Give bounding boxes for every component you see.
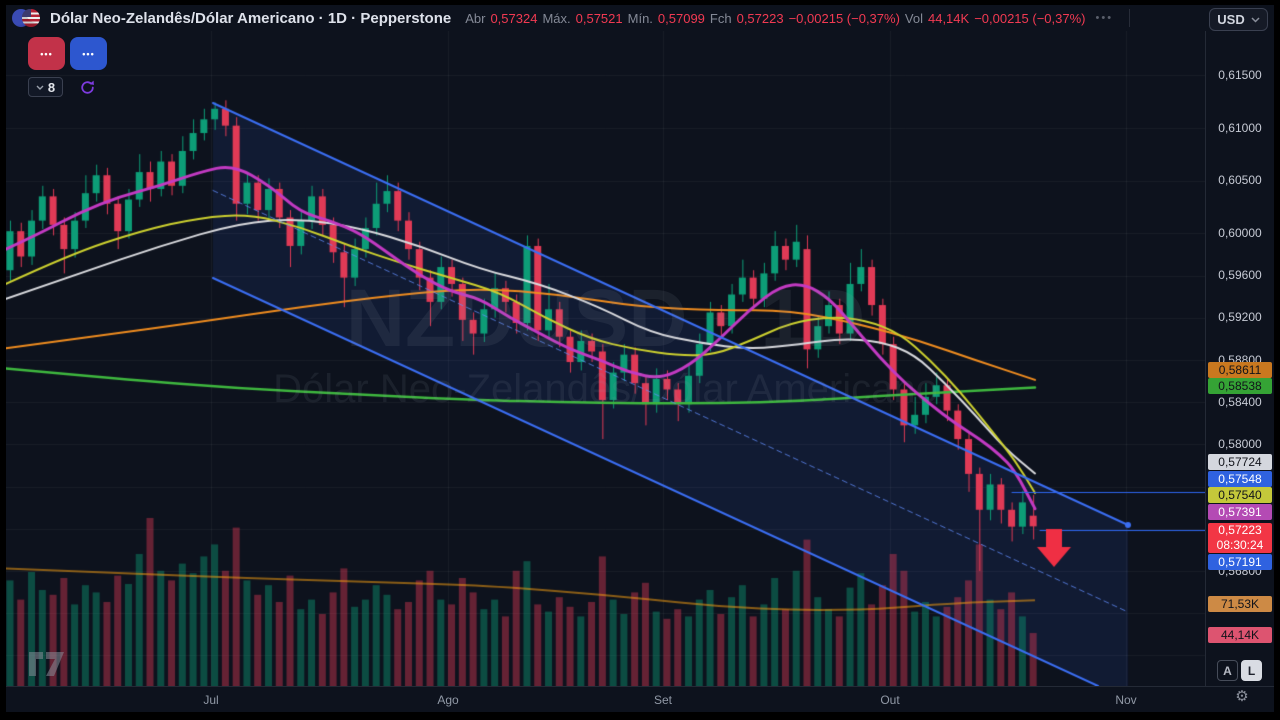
- symbol-title[interactable]: Dólar Neo-Zelandês/Dólar Americano · 1D …: [50, 9, 452, 27]
- price-tick-label: 0,60000: [1218, 226, 1262, 240]
- price-tick-label: 0,60500: [1218, 173, 1262, 187]
- more-options-icon[interactable]: •••: [1095, 12, 1114, 24]
- tradingview-logo-icon[interactable]: [28, 651, 66, 682]
- price-axis[interactable]: 0,61500 0,61000 0,60500 0,60000 0,59600 0,592…: [1205, 31, 1274, 712]
- time-tick-label: Set: [653, 693, 673, 707]
- chart-main-area: NZDUSD · 1D Dólar Neo-Zelandês/Dólar Ame…: [6, 31, 1274, 712]
- low-label: Mín.: [627, 10, 653, 26]
- price-badge: 0,57548: [1208, 471, 1272, 487]
- volume-value: 44,14K: [927, 10, 970, 26]
- sync-refresh-icon[interactable]: [76, 76, 98, 98]
- time-axis[interactable]: ⚙ Jul Ago Set Out Nov: [6, 686, 1274, 712]
- currency-dropdown-button[interactable]: USD: [1209, 8, 1268, 31]
- close-value: 0,57223: [736, 10, 784, 26]
- price-tick-label: 0,59200: [1218, 310, 1262, 324]
- axis-mode-toggles: A L: [1217, 660, 1262, 681]
- price-badge: 0,58538: [1208, 378, 1272, 394]
- auto-scale-toggle[interactable]: A: [1217, 660, 1238, 681]
- price-tick-label: 0,61500: [1218, 68, 1262, 82]
- trading-app-window: Dólar Neo-Zelandês/Dólar Americano · 1D …: [6, 5, 1274, 712]
- header-divider: [1129, 9, 1130, 27]
- price-badge: 0,57223 08:30:24: [1208, 523, 1272, 553]
- drawings-count-dropdown[interactable]: 8: [28, 77, 63, 97]
- drawings-count-label: 8: [47, 79, 56, 95]
- time-tick-label: Jul: [203, 693, 219, 707]
- currency-dropdown-label: USD: [1217, 12, 1245, 27]
- low-value: 0,57099: [657, 10, 705, 26]
- open-label: Abr: [465, 10, 486, 26]
- time-tick-label: Ago: [437, 693, 459, 707]
- price-tick-label: 0,58400: [1218, 395, 1262, 409]
- price-badge: 71,53K: [1208, 596, 1272, 612]
- open-value: 0,57324: [490, 10, 538, 26]
- sell-quick-button[interactable]: •••: [28, 37, 65, 70]
- buy-quick-button[interactable]: •••: [70, 37, 107, 70]
- time-tick-label: Nov: [1115, 693, 1137, 707]
- change-value-2: −0,00215 (−0,37%): [974, 10, 1086, 26]
- price-tick-label: 0,61000: [1218, 121, 1262, 135]
- chevron-down-icon: [1251, 17, 1260, 23]
- price-badge: 0,57191: [1208, 554, 1272, 570]
- volume-label: Vol: [904, 10, 923, 26]
- gear-icon[interactable]: ⚙: [1235, 688, 1249, 705]
- time-tick-label: Out: [880, 693, 900, 707]
- instrument-pair-flags-icon[interactable]: [12, 8, 42, 28]
- high-label: Máx.: [542, 10, 571, 26]
- log-scale-toggle[interactable]: L: [1241, 660, 1262, 681]
- close-label: Fch: [709, 10, 732, 26]
- high-value: 0,57521: [575, 10, 623, 26]
- price-badge: 0,57540: [1208, 487, 1272, 503]
- chevron-down-icon: [36, 85, 44, 90]
- us-flag-icon: [22, 9, 40, 27]
- price-badge: 0,58611: [1208, 362, 1272, 378]
- ohlc-readout: Abr 0,57324 Máx. 0,57521 Mín. 0,57099 Fc…: [465, 11, 1085, 26]
- change-value: −0,00215 (−0,37%): [788, 10, 900, 26]
- price-badge: 44,14K: [1208, 627, 1272, 643]
- price-badge: 0,57724: [1208, 454, 1272, 470]
- price-chart-canvas[interactable]: [6, 31, 1205, 686]
- price-tick-label: 0,59600: [1218, 268, 1262, 282]
- price-badge: 0,57391: [1208, 504, 1272, 520]
- chart-header: Dólar Neo-Zelandês/Dólar Americano · 1D …: [6, 5, 1274, 31]
- price-tick-label: 0,58000: [1218, 437, 1262, 451]
